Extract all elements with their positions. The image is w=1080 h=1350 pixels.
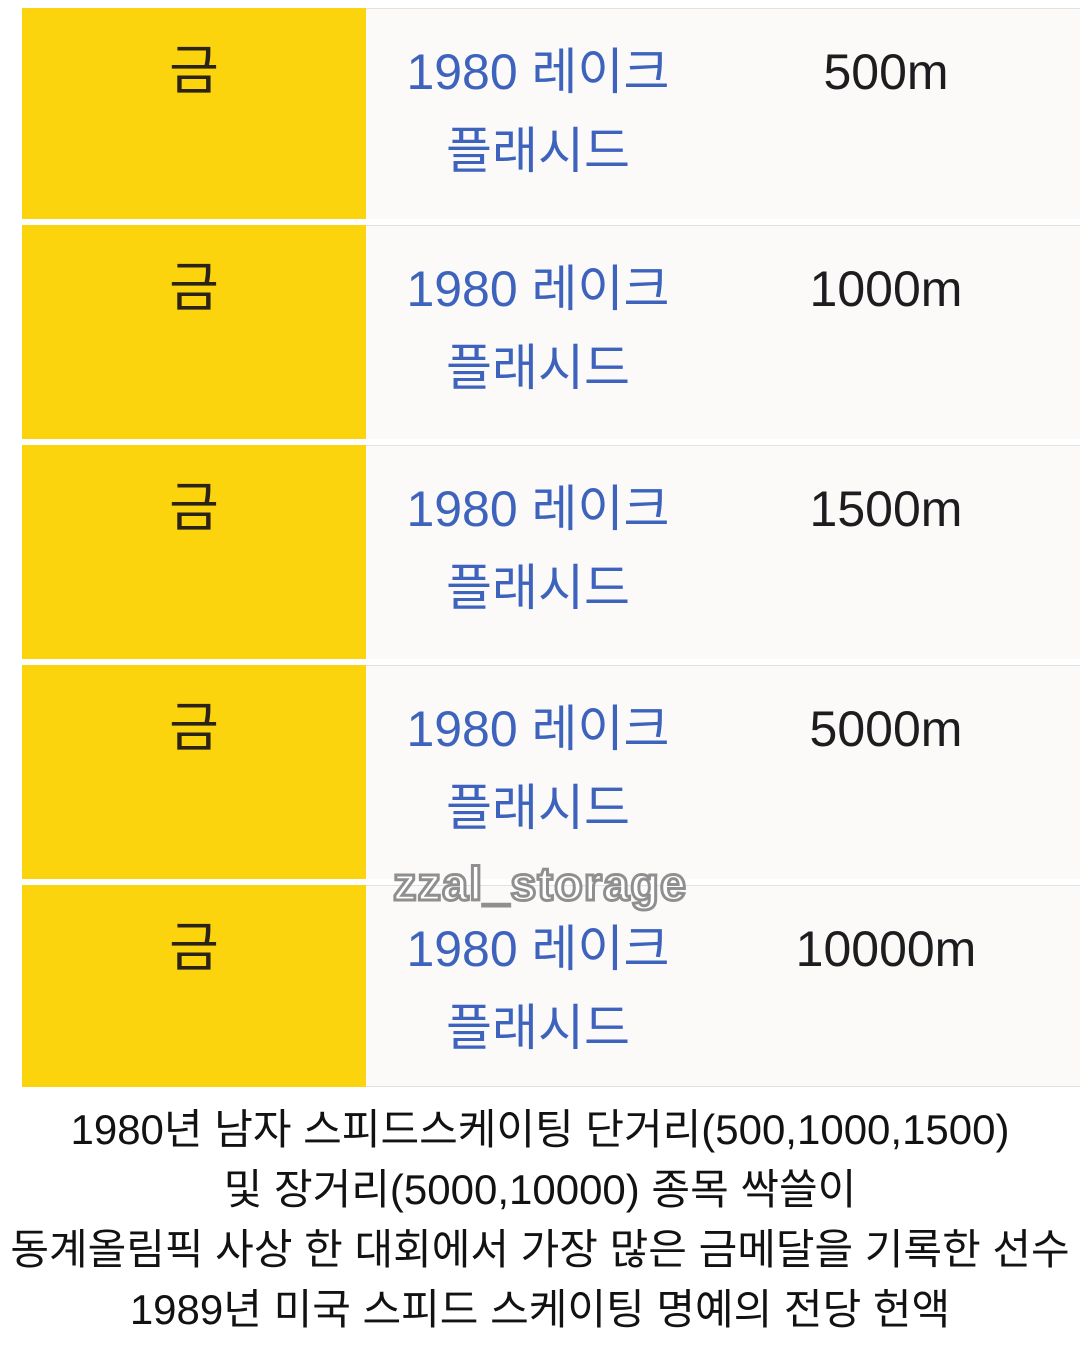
event-cell: 1980 레이크 플래시드 — [366, 446, 710, 659]
event-cell: 1980 레이크 플래시드 — [366, 886, 710, 1086]
medal-label: 금 — [169, 918, 219, 978]
event-cell: 1980 레이크 플래시드 — [366, 226, 710, 439]
event-link-line1[interactable]: 1980 레이크 — [406, 921, 670, 977]
distance-value: 5000m — [809, 701, 963, 757]
event-link-line2[interactable]: 플래시드 — [446, 780, 630, 836]
left-margin — [0, 665, 22, 879]
distance-cell: 1000m — [710, 226, 1062, 439]
left-margin — [0, 8, 22, 219]
left-margin — [0, 225, 22, 439]
left-margin — [0, 445, 22, 659]
event-link-line2[interactable]: 플래시드 — [446, 340, 630, 396]
event-link-line2[interactable]: 플래시드 — [446, 560, 630, 616]
event-link-line1[interactable]: 1980 레이크 — [406, 44, 670, 100]
left-margin — [0, 885, 22, 1087]
table-row: 금 1980 레이크 플래시드 500m — [0, 8, 1080, 219]
caption-line: 1989년 미국 스피드 스케이팅 명예의 전당 헌액 — [129, 1286, 951, 1333]
row-white-cells: 1980 레이크 플래시드 500m — [366, 8, 1080, 219]
distance-value: 1000m — [809, 261, 963, 317]
event-link[interactable]: 1980 레이크 플래시드 — [366, 470, 710, 628]
medal-label: 금 — [169, 698, 219, 758]
event-link[interactable]: 1980 레이크 플래시드 — [366, 33, 710, 191]
medal-cell: 금 — [22, 225, 366, 439]
medal-table-rows: 금 1980 레이크 플래시드 500m 금 — [0, 8, 1080, 1087]
caption-line: 1980년 남자 스피드스케이팅 단거리(500,1000,1500) — [70, 1106, 1010, 1153]
row-white-cells: 1980 레이크 플래시드 10000m — [366, 885, 1080, 1087]
medal-label: 금 — [169, 258, 219, 318]
distance-cell: 5000m — [710, 666, 1062, 879]
medal-cell: 금 — [22, 885, 366, 1087]
event-link-line2[interactable]: 플래시드 — [446, 123, 630, 179]
table-row: 금 1980 레이크 플래시드 1500m — [0, 445, 1080, 659]
distance-cell: 500m — [710, 9, 1062, 219]
caption-line: 동계올림픽 사상 한 대회에서 가장 많은 금메달을 기록한 선수 — [10, 1226, 1070, 1273]
table-row: 금 1980 레이크 플래시드 1000m — [0, 225, 1080, 439]
event-link[interactable]: 1980 레이크 플래시드 — [366, 250, 710, 408]
event-link-line1[interactable]: 1980 레이크 — [406, 481, 670, 537]
caption-block: 1980년 남자 스피드스케이팅 단거리(500,1000,1500) 및 장거리… — [0, 1100, 1080, 1340]
event-cell: 1980 레이크 플래시드 — [366, 666, 710, 879]
event-cell: 1980 레이크 플래시드 — [366, 9, 710, 219]
medal-table: 금 1980 레이크 플래시드 500m 금 — [0, 8, 1080, 1087]
medal-cell: 금 — [22, 8, 366, 219]
medal-label: 금 — [169, 478, 219, 538]
medal-label: 금 — [169, 41, 219, 101]
caption-line: 및 장거리(5000,10000) 종목 싹쓸이 — [223, 1166, 857, 1213]
distance-value: 10000m — [795, 921, 977, 977]
row-white-cells: 1980 레이크 플래시드 1000m — [366, 225, 1080, 439]
row-white-cells: 1980 레이크 플래시드 1500m — [366, 445, 1080, 659]
caption-lines: 1980년 남자 스피드스케이팅 단거리(500,1000,1500) 및 장거리… — [0, 1100, 1080, 1340]
table-row: 금 1980 레이크 플래시드 10000m — [0, 885, 1080, 1087]
event-link-line1[interactable]: 1980 레이크 — [406, 701, 670, 757]
distance-cell: 10000m — [710, 886, 1062, 1086]
distance-cell: 1500m — [710, 446, 1062, 659]
distance-value: 500m — [823, 44, 949, 100]
medal-cell: 금 — [22, 445, 366, 659]
medal-cell: 금 — [22, 665, 366, 879]
event-link[interactable]: 1980 레이크 플래시드 — [366, 910, 710, 1068]
event-link-line1[interactable]: 1980 레이크 — [406, 261, 670, 317]
distance-value: 1500m — [809, 481, 963, 537]
event-link[interactable]: 1980 레이크 플래시드 — [366, 690, 710, 848]
event-link-line2[interactable]: 플래시드 — [446, 1000, 630, 1056]
row-white-cells: 1980 레이크 플래시드 5000m — [366, 665, 1080, 879]
table-row: 금 1980 레이크 플래시드 5000m — [0, 665, 1080, 879]
